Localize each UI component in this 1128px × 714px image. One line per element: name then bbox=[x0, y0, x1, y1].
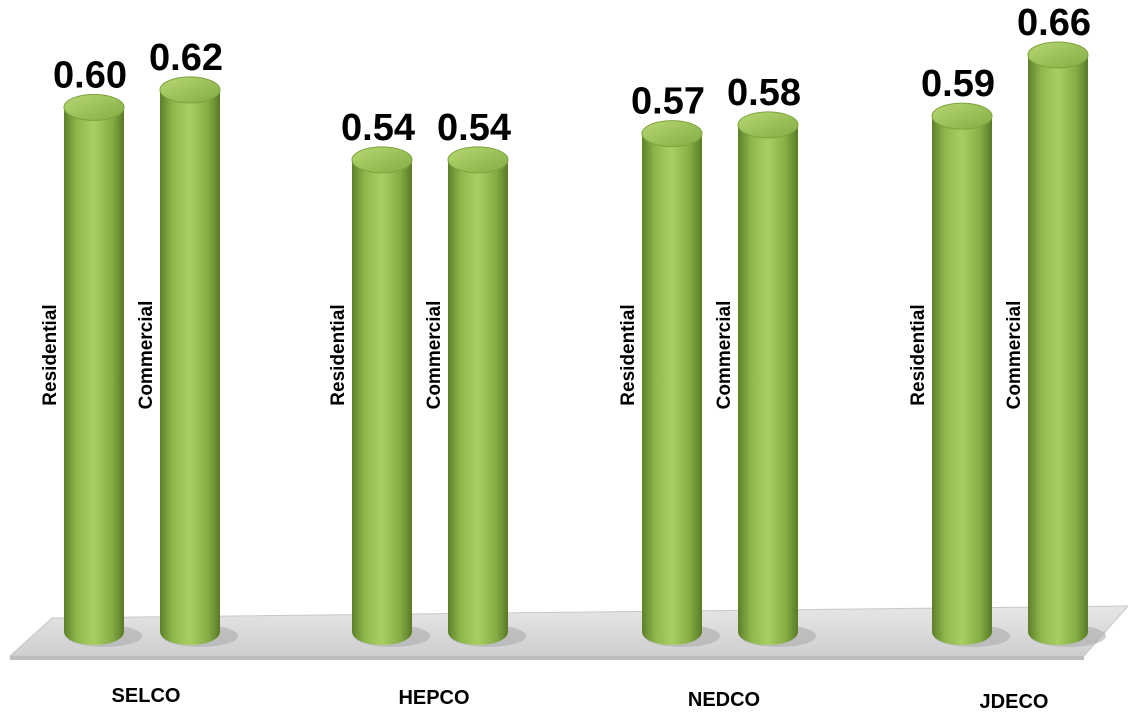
bar-cap bbox=[447, 146, 509, 174]
bar-cap bbox=[641, 120, 703, 148]
data-label: 0.62 bbox=[149, 37, 223, 79]
bar-body bbox=[448, 159, 508, 646]
bar-cap bbox=[1027, 41, 1089, 69]
series-label: Residential bbox=[328, 304, 349, 405]
series-label: Residential bbox=[40, 304, 61, 405]
bar-body bbox=[160, 89, 220, 645]
data-label: 0.54 bbox=[341, 107, 415, 149]
bar-selco-commercial bbox=[159, 76, 238, 647]
bar-cap bbox=[931, 102, 993, 130]
category-label: HEPCO bbox=[398, 687, 469, 709]
series-label: Residential bbox=[618, 304, 639, 405]
series-label: Commercial bbox=[714, 301, 735, 410]
data-label: 0.58 bbox=[727, 72, 801, 114]
bar-body bbox=[64, 107, 124, 646]
bar-cap bbox=[351, 146, 413, 174]
bar-jdeco-commercial bbox=[1027, 41, 1106, 647]
bar-selco-residential bbox=[63, 93, 142, 647]
bar-body bbox=[932, 116, 992, 645]
category-label: SELCO bbox=[112, 685, 181, 707]
data-label: 0.59 bbox=[921, 63, 995, 105]
bar-cap bbox=[63, 93, 125, 121]
bar-nedco-residential bbox=[641, 120, 720, 647]
series-label: Commercial bbox=[424, 301, 445, 410]
bar-cap bbox=[737, 111, 799, 139]
series-label: Commercial bbox=[1004, 301, 1025, 410]
bar-body bbox=[642, 133, 702, 646]
series-label: Commercial bbox=[136, 301, 157, 410]
data-label: 0.54 bbox=[437, 107, 511, 149]
bar-hepco-residential bbox=[351, 146, 430, 647]
data-label: 0.60 bbox=[53, 54, 127, 96]
floor-edge bbox=[10, 656, 1084, 660]
series-label: Residential bbox=[908, 304, 929, 405]
bar-body bbox=[738, 124, 798, 645]
category-label: JDECO bbox=[980, 691, 1049, 713]
bar-jdeco-residential bbox=[931, 102, 1010, 647]
bar-nedco-commercial bbox=[737, 111, 816, 647]
bar-body bbox=[352, 159, 412, 646]
bar-cap bbox=[159, 76, 221, 104]
bar-body bbox=[1028, 54, 1088, 646]
bar-hepco-commercial bbox=[447, 146, 526, 647]
data-label: 0.66 bbox=[1017, 2, 1091, 44]
data-label: 0.57 bbox=[631, 81, 705, 123]
category-label: NEDCO bbox=[688, 689, 760, 711]
